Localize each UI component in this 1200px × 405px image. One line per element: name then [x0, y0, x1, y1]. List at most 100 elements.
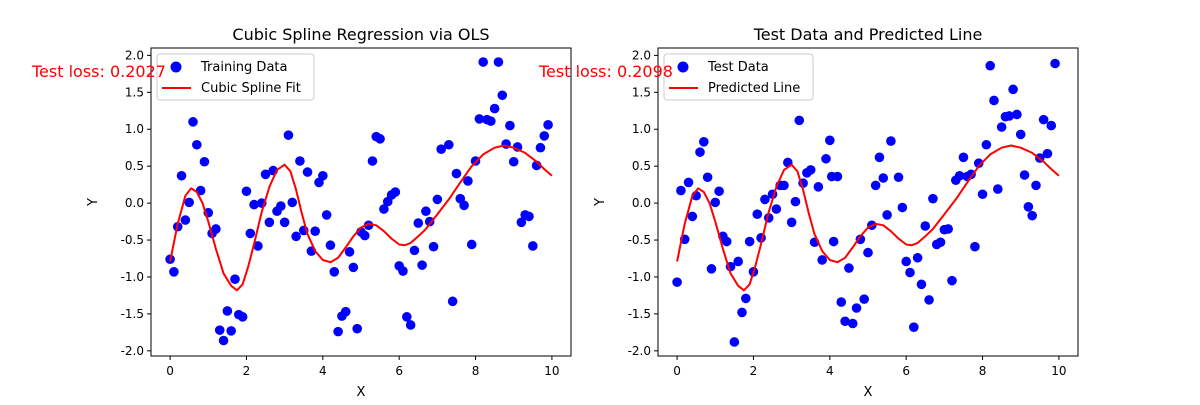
right-chart-scatter-point [676, 185, 686, 196]
right-chart-scatter-point [672, 277, 682, 287]
right-chart-scatter-point [893, 172, 904, 183]
right-chart-scatter-point [729, 337, 740, 347]
left-chart-scatter-point [188, 117, 198, 127]
right-chart-scatter-point [828, 236, 839, 247]
left-chart-x-tick-label: 6 [395, 364, 403, 378]
left-chart-scatter-point [276, 201, 286, 211]
right-chart-scatter-point [985, 60, 995, 71]
left-chart-scatter-point [379, 204, 389, 214]
left-chart-x-tick-label: 8 [472, 364, 480, 378]
left-chart-y-tick-label: 2.0 [125, 48, 144, 62]
left-chart-test-loss-annotation: Test loss: 0.2027 [31, 62, 166, 81]
right-chart-y-axis-label: Y [593, 198, 608, 207]
right-chart-scatter-point [821, 153, 831, 164]
right-chart-scatter-point [1046, 120, 1057, 131]
left-chart-scatter-point [528, 241, 538, 251]
left-chart-scatter-point [283, 130, 294, 140]
right-chart-scatter-point [687, 211, 698, 222]
left-chart-scatter-point [447, 296, 458, 307]
left-chart-y-tick-label: -1.5 [121, 307, 144, 321]
left-chart-scatter-point [226, 326, 236, 336]
left-chart-scatter-point [409, 245, 420, 256]
left-chart-scatter-point [516, 217, 527, 228]
right-chart-scatter-point [928, 193, 938, 204]
left-chart-scatter-point [466, 239, 477, 250]
right-chart-scatter-point [870, 180, 881, 191]
right-chart-scatter-point [851, 303, 862, 313]
left-chart-fit-line [169, 144, 553, 292]
left-chart-scatter-point [176, 170, 187, 181]
left-chart-x-tick-label: 0 [166, 364, 174, 378]
left-chart-y-tick-label: 1.5 [125, 85, 144, 99]
left-chart-legend-label-fit: Cubic Spline Fit [201, 81, 301, 96]
left-chart-x-tick-label: 4 [319, 364, 327, 378]
left-chart-scatter-point [402, 312, 412, 322]
left-chart-y-axis-label: Y [86, 198, 101, 207]
left-chart-scatter-point [333, 326, 343, 337]
left-chart-y-tick-label: 0.0 [125, 196, 144, 210]
left-chart-scatter-point [329, 266, 340, 277]
right-chart-scatter-point [874, 152, 885, 163]
right-chart-scatter-point [840, 316, 850, 327]
left-chart-scatter-point [375, 134, 385, 144]
left-chart-scatter-point [390, 187, 401, 197]
left-chart-y-tick-label: 1.0 [125, 122, 144, 136]
left-chart-scatter-point [505, 120, 515, 131]
right-chart-y-tick-label: 1.0 [632, 122, 651, 136]
left-chart-scatter-point [260, 169, 271, 180]
left-chart-scatter-point [214, 325, 225, 335]
right-chart-scatter-point [836, 297, 847, 307]
right-chart-scatter-point [1023, 202, 1034, 212]
left-chart-scatter-point [508, 156, 519, 167]
right-chart-x-axis-label: X [864, 385, 873, 400]
left-chart-scatter-point [463, 176, 473, 186]
right-chart-legend-label-test: Test Data [707, 60, 769, 75]
left-chart-scatter-point [245, 228, 256, 239]
left-chart-scatter-point [237, 312, 248, 322]
left-chart-scatter-point [417, 260, 427, 270]
left-chart-plot-frame [150, 47, 572, 357]
right-chart-scatter-point [924, 295, 934, 305]
right-chart-scatter-point [733, 256, 743, 267]
left-chart-scatter-point [287, 197, 298, 208]
right-chart-fit-line [676, 144, 1060, 292]
right-chart-scatter-point [695, 147, 705, 157]
right-chart-scatter-point [699, 137, 709, 147]
left-chart-scatter-point [344, 247, 355, 257]
right-chart-scatter-point [905, 267, 915, 278]
right-chart-scatter-point [813, 182, 824, 192]
left-chart-panel: Cubic Spline Regression via OLS X Y 0 2 4 6… [31, 25, 572, 400]
left-chart-scatter-point [218, 335, 229, 346]
right-chart-scatter-point [702, 172, 713, 183]
right-chart-scatter-point [1012, 109, 1022, 120]
left-chart-scatter-point [241, 186, 252, 197]
right-chart-x-tick-label: 6 [902, 364, 910, 378]
left-chart-scatter-point [474, 114, 485, 124]
right-chart-scatter-point [878, 173, 889, 183]
left-chart-scatter-point [192, 139, 202, 150]
left-chart-legend: Training Data Cubic Spline Fit [156, 53, 315, 101]
right-chart-y-tick-label: 1.5 [632, 85, 651, 99]
right-chart-scatter-point [863, 247, 873, 258]
left-chart-title: Cubic Spline Regression via OLS [232, 25, 489, 44]
right-chart-y-tick-label: 2.0 [632, 48, 651, 62]
right-chart-scatter-point [859, 294, 869, 304]
left-chart-scatter-point [321, 210, 332, 220]
right-chart-x-tick-label: 0 [673, 364, 681, 378]
left-chart-scatter-point [230, 274, 240, 284]
right-chart-scatter-point [683, 177, 694, 188]
right-chart-scatter-point [706, 264, 717, 274]
right-chart-scatter-point [935, 237, 946, 248]
right-chart-scatter-point [1027, 210, 1037, 221]
right-chart-scatter-point [886, 136, 896, 146]
left-chart-scatter-point [340, 306, 351, 317]
right-chart-scatter-point [954, 170, 965, 181]
left-chart-scatter-point [413, 218, 424, 228]
right-chart-y-tick-label: -0.5 [628, 233, 651, 247]
right-chart-scatter-point [977, 189, 988, 200]
left-chart-y-tick-label: -2.0 [121, 344, 144, 358]
left-chart-scatter-point [486, 116, 496, 126]
left-chart-scatter-point [310, 226, 320, 236]
right-chart-scatter-point [760, 194, 770, 205]
left-chart-y-tick-label: 0.5 [125, 159, 144, 173]
